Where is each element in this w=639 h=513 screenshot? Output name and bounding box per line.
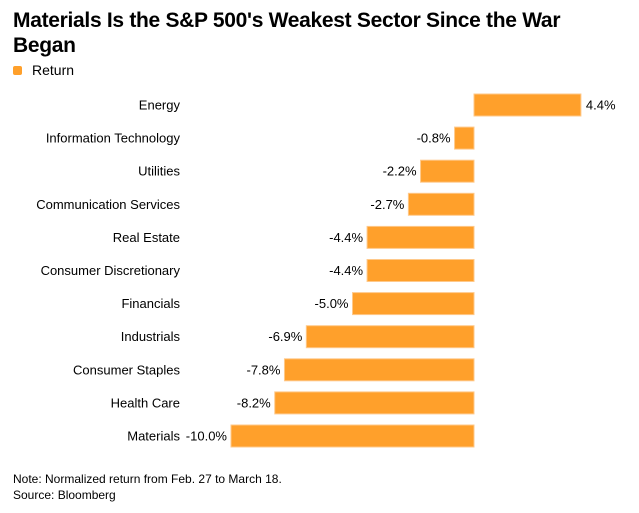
data-label: -2.7% xyxy=(370,197,404,212)
category-label: Materials xyxy=(127,429,180,444)
data-label: -7.8% xyxy=(246,362,280,377)
bar xyxy=(420,159,475,183)
bar xyxy=(283,358,475,382)
data-label: -5.0% xyxy=(315,296,349,311)
legend: Return xyxy=(13,62,74,78)
bar xyxy=(366,259,475,282)
category-label: Information Technology xyxy=(46,131,181,146)
bar xyxy=(230,424,475,448)
data-label: -2.2% xyxy=(383,164,417,179)
category-label: Real Estate xyxy=(113,230,180,245)
category-label: Communication Services xyxy=(36,197,180,212)
footnotes: Note: Normalized return from Feb. 27 to … xyxy=(13,471,282,503)
bar xyxy=(454,126,475,150)
category-label: Consumer Discretionary xyxy=(41,263,181,278)
data-label: -6.9% xyxy=(268,329,302,344)
bar xyxy=(366,225,475,249)
source-text: Source: Bloomberg xyxy=(13,488,116,502)
data-label: 4.4% xyxy=(586,98,616,113)
category-label: Utilities xyxy=(138,164,180,179)
category-label: Industrials xyxy=(121,329,181,344)
category-label: Consumer Staples xyxy=(73,362,180,377)
data-label: -0.8% xyxy=(417,131,451,146)
data-label: -10.0% xyxy=(186,429,228,444)
category-label: Health Care xyxy=(111,395,180,410)
category-label: Financials xyxy=(121,296,180,311)
data-label: -8.2% xyxy=(237,395,271,410)
note-text: Note: Normalized return from Feb. 27 to … xyxy=(13,472,282,486)
bar xyxy=(473,93,582,117)
bar xyxy=(274,391,475,415)
bar xyxy=(352,292,475,316)
bar xyxy=(407,192,475,216)
category-label: Energy xyxy=(139,98,181,113)
bar xyxy=(305,325,475,349)
data-label: -4.4% xyxy=(329,263,363,278)
chart-title: Materials Is the S&P 500's Weakest Secto… xyxy=(13,9,561,57)
legend-label: Return xyxy=(32,62,75,78)
data-label: -4.4% xyxy=(329,230,363,245)
legend-swatch xyxy=(13,65,22,75)
